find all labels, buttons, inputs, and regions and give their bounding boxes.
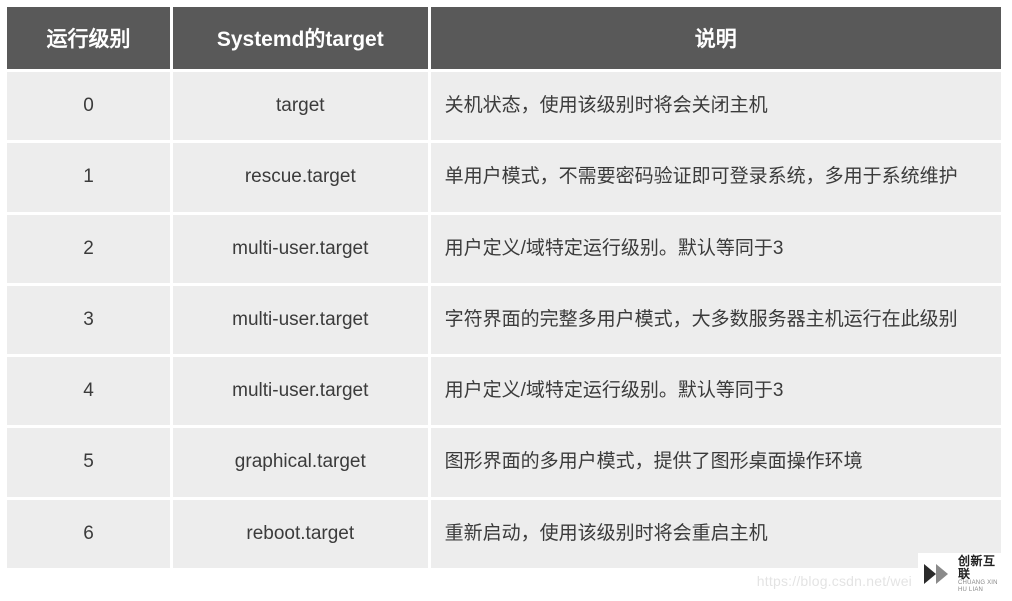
logo-brand-cn: 创新互联 (958, 555, 1006, 580)
table-row: 6 reboot.target 重新启动，使用该级别时将会重启主机 (7, 500, 1001, 568)
cell-target: multi-user.target (173, 357, 428, 425)
cell-target: multi-user.target (173, 286, 428, 354)
cell-runlevel: 0 (7, 72, 170, 140)
table-row: 3 multi-user.target 字符界面的完整多用户模式，大多数服务器主… (7, 286, 1001, 354)
cell-desc: 重新启动，使用该级别时将会重启主机 (431, 500, 1001, 568)
col-header-target: Systemd的target (173, 7, 428, 69)
brand-logo: 创新互联 CHUANG XIN HU LIAN (918, 553, 1006, 595)
runlevel-table: 运行级别 Systemd的target 说明 0 target 关机状态，使用该… (4, 4, 1004, 571)
cell-target: rescue.target (173, 143, 428, 211)
csdn-watermark: https://blog.csdn.net/wei (757, 573, 912, 589)
table-row: 5 graphical.target 图形界面的多用户模式，提供了图形桌面操作环… (7, 428, 1001, 496)
table-row: 0 target 关机状态，使用该级别时将会关闭主机 (7, 72, 1001, 140)
logo-mark-icon (918, 556, 954, 592)
cell-desc: 关机状态，使用该级别时将会关闭主机 (431, 72, 1001, 140)
col-header-runlevel: 运行级别 (7, 7, 170, 69)
cell-desc: 图形界面的多用户模式，提供了图形桌面操作环境 (431, 428, 1001, 496)
table-row: 2 multi-user.target 用户定义/域特定运行级别。默认等同于3 (7, 215, 1001, 283)
table-row: 1 rescue.target 单用户模式，不需要密码验证即可登录系统，多用于系… (7, 143, 1001, 211)
cell-runlevel: 6 (7, 500, 170, 568)
cell-target: target (173, 72, 428, 140)
table-row: 4 multi-user.target 用户定义/域特定运行级别。默认等同于3 (7, 357, 1001, 425)
cell-desc: 单用户模式，不需要密码验证即可登录系统，多用于系统维护 (431, 143, 1001, 211)
cell-target: multi-user.target (173, 215, 428, 283)
logo-text: 创新互联 CHUANG XIN HU LIAN (958, 555, 1006, 593)
cell-runlevel: 5 (7, 428, 170, 496)
cell-runlevel: 3 (7, 286, 170, 354)
cell-target: reboot.target (173, 500, 428, 568)
table-header-row: 运行级别 Systemd的target 说明 (7, 7, 1001, 69)
cell-target: graphical.target (173, 428, 428, 496)
cell-desc: 字符界面的完整多用户模式，大多数服务器主机运行在此级别 (431, 286, 1001, 354)
col-header-desc: 说明 (431, 7, 1001, 69)
cell-runlevel: 1 (7, 143, 170, 211)
cell-runlevel: 4 (7, 357, 170, 425)
cell-desc: 用户定义/域特定运行级别。默认等同于3 (431, 357, 1001, 425)
cell-desc: 用户定义/域特定运行级别。默认等同于3 (431, 215, 1001, 283)
cell-runlevel: 2 (7, 215, 170, 283)
logo-brand-en: CHUANG XIN HU LIAN (958, 580, 1006, 593)
